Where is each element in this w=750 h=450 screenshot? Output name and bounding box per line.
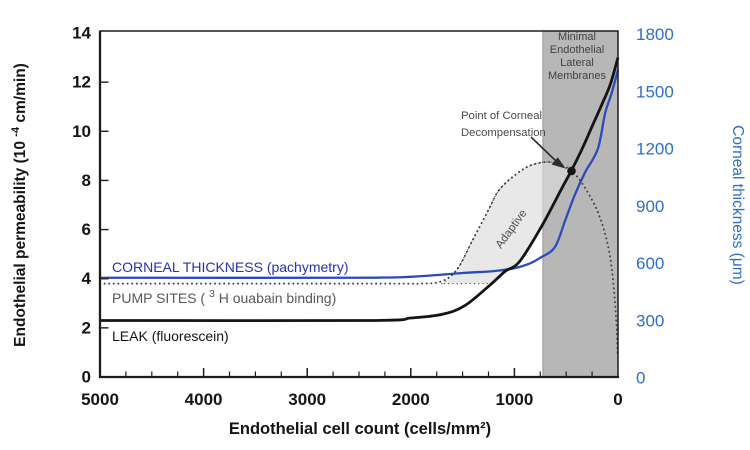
x-tick-label: 2000: [392, 390, 430, 409]
annotation-line-1: Point of Corneal: [461, 110, 542, 122]
ticks-layer: 5000 4000 3000 2000 1000 00246810121403006009…: [72, 24, 674, 410]
y-axis-left-title: Endothelial permeability (10 -4 cm/min): [6, 63, 29, 347]
shaded-regions-layer: [440, 31, 618, 377]
y-left-tick-label: 4: [82, 269, 92, 288]
annotation-line-2: Decompensation: [461, 127, 546, 139]
y-right-tick-label: 600: [636, 254, 664, 273]
curve-corneal: [99, 69, 620, 279]
pump-label-superscript: 3: [209, 288, 215, 300]
band-label-line: Endothelial: [550, 44, 604, 56]
band-label-line: Minimal: [558, 31, 596, 43]
x-tick-label: 0: [613, 390, 622, 409]
y-left-tick-label: 2: [82, 318, 91, 337]
y-right-tick-label: 1800: [636, 25, 674, 44]
band-label-line: Membranes: [548, 70, 607, 82]
series-label-corneal-thickness: CORNEAL THICKNESS (pachymetry): [112, 259, 349, 275]
x-axis-title: Endothelial cell count (cells/mm²): [229, 420, 491, 438]
y-left-title-pre: Endothelial permeability (10: [12, 141, 29, 347]
x-tick-label: 3000: [288, 390, 326, 409]
y-left-title-post: cm/min): [12, 63, 29, 122]
y-left-tick-label: 14: [72, 24, 91, 43]
decompensation-point-marker: [567, 166, 576, 176]
curve-pump: [99, 161, 619, 356]
annotation-arrowhead-icon: [551, 157, 566, 169]
y-left-tick-label: 10: [72, 122, 91, 141]
pump-label-pre: PUMP SITES (: [112, 290, 205, 306]
band-label-line: Lateral: [560, 57, 594, 69]
y-right-tick-label: 1500: [636, 82, 674, 101]
x-tick-label: 4000: [185, 390, 223, 409]
y-right-tick-label: 0: [636, 369, 645, 388]
annotation-point-of-corneal-decompensation: Point of Corneal Decompensation: [461, 110, 546, 139]
y-left-tick-label: 8: [82, 171, 91, 190]
series-label-pump-sites: PUMP SITES ( 3 H ouabain binding): [112, 284, 336, 306]
y-right-tick-label: 300: [636, 311, 664, 330]
series-label-leak: LEAK (fluorescein): [112, 328, 229, 344]
curves-layer: [99, 57, 620, 356]
band-label-minimal-membranes: Minimal Endothelial Lateral Membranes: [548, 31, 607, 82]
x-tick-label: 5000: [81, 390, 119, 409]
annotation-arrow-line: [530, 136, 558, 163]
y-left-title-superscript: -4: [10, 126, 22, 137]
curve-leak: [99, 57, 620, 323]
y-right-tick-label: 1200: [636, 140, 674, 159]
y-left-tick-label: 12: [72, 73, 91, 92]
minimal-membranes-band: [542, 31, 618, 377]
y-axis-right-title: Corneal thickness (μm): [729, 125, 746, 285]
pump-label-post: H ouabain binding): [219, 290, 337, 306]
y-left-tick-label: 0: [82, 368, 91, 387]
y-right-tick-label: 900: [636, 197, 664, 216]
x-tick-label: 1000: [495, 390, 533, 409]
y-left-tick-label: 6: [82, 220, 91, 239]
